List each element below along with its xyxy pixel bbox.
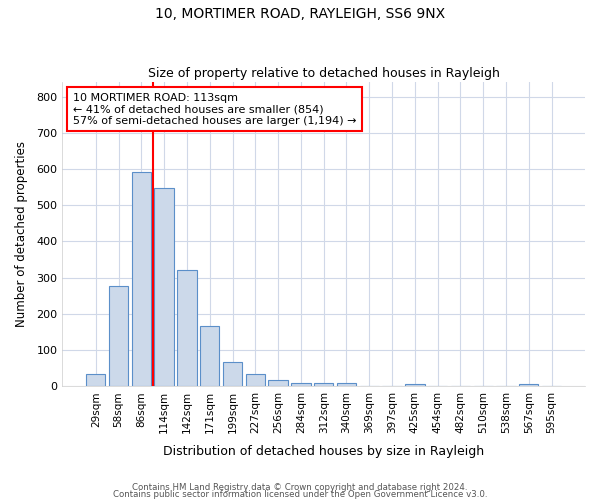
Bar bbox=[245, 374, 265, 386]
X-axis label: Distribution of detached houses by size in Rayleigh: Distribution of detached houses by size … bbox=[163, 444, 484, 458]
Bar bbox=[154, 188, 174, 386]
Bar bbox=[291, 383, 311, 386]
Bar bbox=[519, 384, 538, 386]
Bar bbox=[131, 172, 151, 386]
Bar bbox=[200, 326, 220, 386]
Title: Size of property relative to detached houses in Rayleigh: Size of property relative to detached ho… bbox=[148, 66, 500, 80]
Bar bbox=[223, 362, 242, 386]
Bar bbox=[109, 286, 128, 386]
Bar bbox=[337, 383, 356, 386]
Y-axis label: Number of detached properties: Number of detached properties bbox=[15, 141, 28, 327]
Bar bbox=[86, 374, 106, 386]
Bar bbox=[314, 383, 334, 386]
Bar bbox=[177, 270, 197, 386]
Bar bbox=[405, 384, 425, 386]
Text: 10, MORTIMER ROAD, RAYLEIGH, SS6 9NX: 10, MORTIMER ROAD, RAYLEIGH, SS6 9NX bbox=[155, 8, 445, 22]
Text: Contains public sector information licensed under the Open Government Licence v3: Contains public sector information licen… bbox=[113, 490, 487, 499]
Text: Contains HM Land Registry data © Crown copyright and database right 2024.: Contains HM Land Registry data © Crown c… bbox=[132, 484, 468, 492]
Text: 10 MORTIMER ROAD: 113sqm
← 41% of detached houses are smaller (854)
57% of semi-: 10 MORTIMER ROAD: 113sqm ← 41% of detach… bbox=[73, 92, 356, 126]
Bar bbox=[268, 380, 288, 386]
